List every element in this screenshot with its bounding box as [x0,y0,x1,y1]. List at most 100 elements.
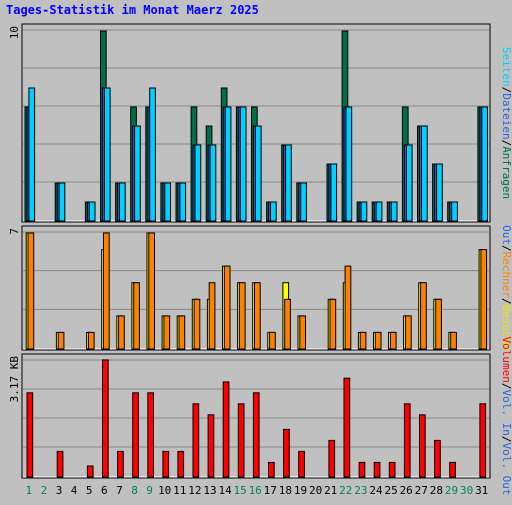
bar-volumen-day-14 [222,381,230,478]
y-max-label: 7 [8,228,21,235]
bar-rechner-day-11 [178,315,186,350]
bar-volumen-day-3 [56,450,64,478]
bar-volumen-day-18 [283,428,290,478]
bar-rechner-day-14 [223,265,231,350]
bar-rechner-day-13 [208,282,216,350]
bar-volumen-day-12 [192,403,200,478]
bar-rechner-day-21 [329,298,337,350]
day-label-15: 15 [233,484,246,497]
day-label-1: 1 [25,484,32,497]
day-label-8: 8 [131,484,138,497]
bar-rechner-day-9 [148,232,156,350]
legend-item: Volumen [500,337,512,383]
day-label-16: 16 [249,484,262,497]
day-label-29: 29 [445,484,458,497]
legend-separator: / [500,298,512,305]
legend-group-2: Out/Rechner/Besuche [500,225,512,351]
legend-item: Besuche [500,305,512,351]
bar-seiten-day-24 [375,201,383,222]
bar-seiten-day-17 [270,201,277,222]
bar-seiten-day-23 [360,201,368,222]
bar-volumen-day-6 [102,359,109,478]
bar-volumen-day-26 [403,403,411,478]
bar-seiten-day-14 [224,106,232,222]
bar-volumen-day-28 [434,439,441,478]
bar-rechner-day-8 [133,282,140,350]
bar-volumen-day-5 [86,465,94,478]
bar-volumen-day-31 [479,403,487,478]
day-label-10: 10 [158,484,171,497]
bar-seiten-day-9 [149,87,156,222]
legend-separator: / [500,436,512,443]
bar-seiten-day-7 [119,182,126,222]
day-label-7: 7 [116,484,123,497]
bar-volumen-day-21 [328,439,336,478]
bar-rechner-day-16 [254,282,261,350]
bar-volumen-day-8 [132,392,139,478]
day-label-19: 19 [294,484,307,497]
bar-volumen-day-10 [162,450,170,478]
legend-separator: / [500,245,512,252]
day-label-24: 24 [369,484,383,497]
day-label-18: 18 [279,484,292,497]
bar-seiten-day-13 [209,144,217,222]
day-label-6: 6 [101,484,108,497]
y-max-label: 10 [8,26,21,39]
chart-panels: 10 7 3.17 KB [8,23,491,479]
day-label-4: 4 [71,484,78,497]
bar-rechner-day-15 [238,282,246,350]
bar-seiten-day-18 [285,144,292,222]
bar-seiten-day-1 [28,87,36,222]
bar-seiten-day-29 [451,201,458,222]
bar-seiten-day-26 [405,144,413,222]
bar-seiten-day-3 [58,182,66,222]
day-label-31: 31 [475,484,488,497]
day-label-9: 9 [146,484,153,497]
anfragen-panel: 10 [8,23,491,223]
legend-item: Dateien [500,93,512,139]
bar-rechner-day-23 [359,331,367,350]
day-label-23: 23 [354,484,367,497]
y-max-label: 3.17 KB [8,356,21,403]
besuche-panel: 7 [8,225,491,351]
bar-seiten-day-31 [481,106,488,222]
day-label-28: 28 [430,484,443,497]
day-label-22: 22 [339,484,352,497]
bar-volumen-day-19 [298,450,305,478]
bar-seiten-day-27 [421,125,428,222]
bar-volumen-day-25 [388,461,396,478]
legend-separator: / [500,87,512,94]
bar-rechner-day-7 [118,315,125,350]
bar-volumen-day-11 [177,450,185,478]
bar-volumen-day-22 [343,377,351,478]
bar-rechner-day-19 [299,315,306,350]
legend-separator: / [500,383,512,390]
bar-rechner-day-29 [450,331,457,350]
bar-rechner-day-12 [193,298,201,350]
bar-seiten-day-21 [330,163,338,222]
legend-group-1: Seiten/Dateien/Anfragen [500,47,512,199]
x-axis-day-labels: 1 2 3 4 5 6 7 8 9 10 11 12 13 14 15 16 17 18 19 20 21 22 23 24 2… [25,484,488,497]
legend-item: Rechner [500,252,512,299]
bar-rechner-day-17 [269,331,276,350]
bar-rechner-day-28 [435,298,442,350]
day-label-30: 30 [460,484,473,497]
day-label-5: 5 [86,484,93,497]
bar-volumen-day-17 [268,461,275,478]
bar-rechner-day-1 [27,232,35,350]
bar-rechner-day-24 [374,331,382,350]
bar-seiten-day-12 [194,144,202,222]
bar-volumen-day-23 [358,461,366,478]
bar-seiten-day-15 [239,106,247,222]
bar-volumen-day-9 [147,392,155,478]
bar-rechner-day-3 [57,331,65,350]
bar-seiten-day-10 [164,182,172,222]
legend-item: Anfragen [500,146,512,199]
day-label-25: 25 [384,484,397,497]
bar-volumen-day-7 [117,450,124,478]
legend-item: Seiten [500,47,512,87]
day-label-14: 14 [218,484,232,497]
bar-seiten-day-6 [103,87,111,222]
